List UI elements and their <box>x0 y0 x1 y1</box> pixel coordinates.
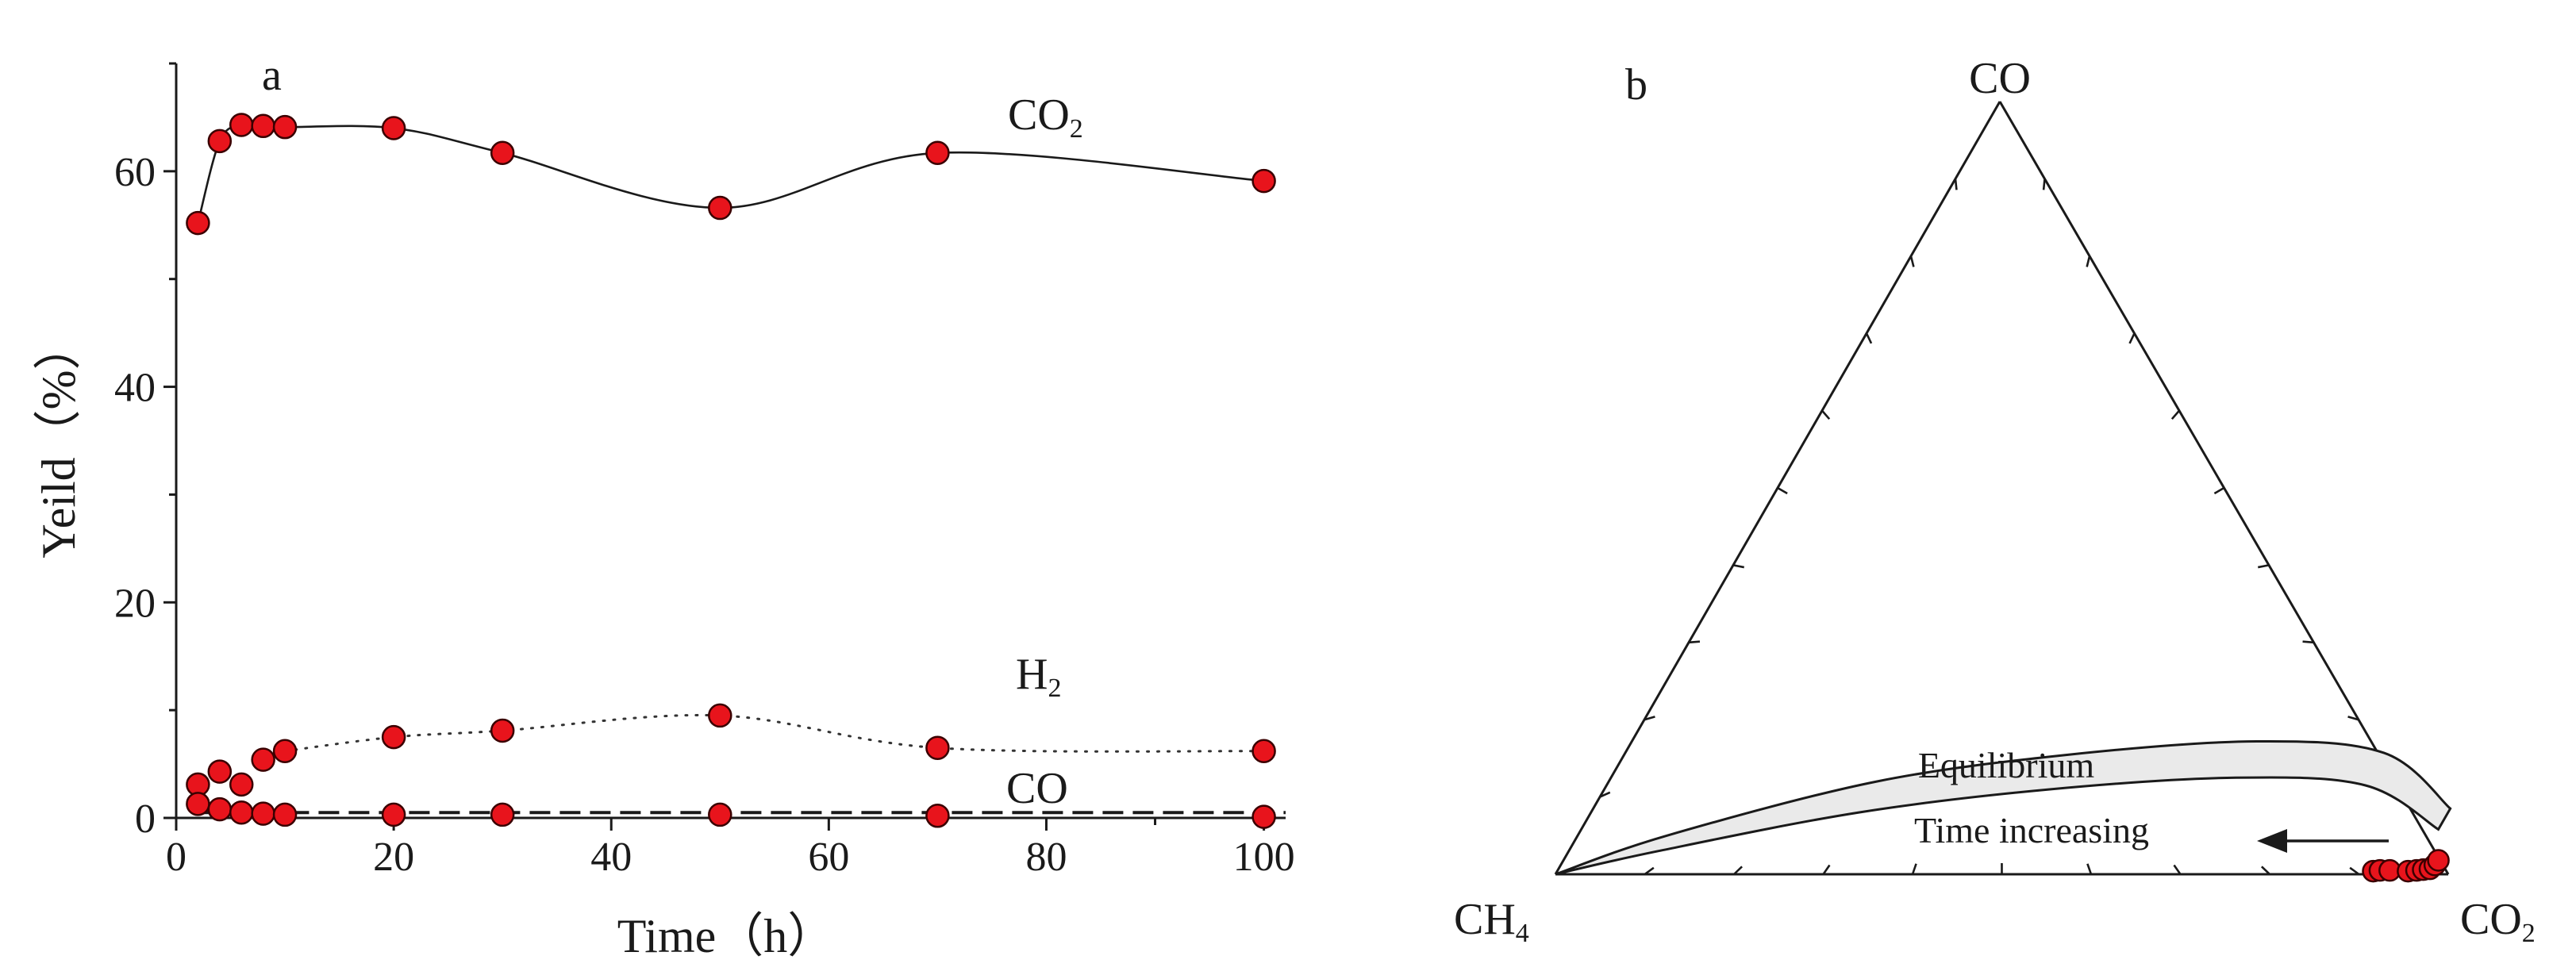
data-point-co2 <box>1251 168 1276 194</box>
ternary-tick <box>1644 716 1655 721</box>
panel-a-x-axis-title: Time（h） <box>617 910 836 962</box>
ternary-tick <box>2347 716 2359 721</box>
data-point-h2 <box>207 759 233 784</box>
data-point-h2 <box>925 735 950 760</box>
time-increasing-arrow <box>2257 829 2389 853</box>
ternary-tick <box>1644 866 1655 876</box>
y-tick-label: 40 <box>114 366 156 411</box>
ternary-tick <box>1777 486 1788 495</box>
data-point-co2 <box>272 114 298 140</box>
data-point-h2 <box>708 703 732 728</box>
x-tick-label: 80 <box>1025 835 1067 880</box>
ternary-tick <box>2302 640 2314 644</box>
ternary-tick <box>2086 255 2091 267</box>
panel-a-line-chart: 0 20 40 60 80 100 0 20 40 60 a Yeild（%） Time（h） C… <box>33 51 1295 962</box>
data-point-h2 <box>490 718 515 743</box>
series-label-co-main: CO <box>1006 764 1068 813</box>
ternary-tick <box>1954 178 1958 190</box>
equilibrium-band-area <box>1555 739 2452 876</box>
ternary-tick <box>1909 255 1915 267</box>
series-label-co2-main: CO <box>1008 90 1070 140</box>
ternary-tick <box>2258 564 2270 569</box>
vertex-label-co2-sub: 2 <box>2522 919 2536 948</box>
panel-b-ternary-diagram: b Equilibrium Time increasing CO CH4 CO2 <box>1454 54 2536 948</box>
ternary-tick <box>2173 864 2182 875</box>
y-tick-label: 0 <box>135 797 156 842</box>
data-point-h2 <box>272 739 298 764</box>
series-label-h2-sub: 2 <box>1048 674 1061 703</box>
data-point-co2 <box>229 113 254 137</box>
y-tick-label: 20 <box>114 581 156 626</box>
data-point-co <box>229 800 254 825</box>
ternary-triangle <box>1554 101 2450 876</box>
vertex-label-ch4: CH4 <box>1454 895 1529 948</box>
panel-a-series-lines <box>197 122 1286 815</box>
series-label-co2: CO2 <box>1008 90 1083 144</box>
equilibrium-label: Equilibrium <box>1918 745 2095 785</box>
panel-a-label: a <box>262 51 282 100</box>
ternary-tick <box>2128 332 2136 344</box>
y-tick-label: 60 <box>114 150 156 195</box>
ternary-tick <box>1911 863 1917 875</box>
ternary-tick <box>1599 791 1611 798</box>
time-increasing-label: Time increasing <box>1914 810 2149 850</box>
data-point-co2 <box>207 129 233 154</box>
ternary-tick <box>1821 409 1831 420</box>
ternary-tick <box>2213 486 2225 495</box>
data-point-co <box>251 801 275 826</box>
ternary-tick <box>1733 866 1743 875</box>
data-point-co <box>186 792 210 816</box>
series-label-h2: H2 <box>1016 650 1061 703</box>
ternary-tick <box>2086 863 2093 875</box>
data-point-co <box>381 802 406 827</box>
series-line-h2 <box>283 713 1266 753</box>
ternary-tick <box>1732 564 1744 569</box>
ternary-tick <box>1688 640 1701 644</box>
x-tick-label: 20 <box>373 835 414 880</box>
x-tick-label: 100 <box>1233 835 1295 880</box>
data-point-co <box>925 804 950 828</box>
ternary-tick <box>2349 866 2360 876</box>
data-point-co <box>272 802 298 827</box>
equilibrium-band <box>1555 739 2452 876</box>
ternary-data-point <box>2427 849 2450 872</box>
panel-a-data-points <box>186 113 1276 829</box>
data-point-h2 <box>229 772 254 797</box>
data-point-co2 <box>251 113 275 139</box>
panel-b-data-points <box>2362 849 2450 883</box>
vertex-label-ch4-sub: 4 <box>1516 919 1529 948</box>
panel-b-label: b <box>1625 60 1647 109</box>
data-point-h2 <box>381 724 406 750</box>
data-point-co <box>1251 804 1276 829</box>
x-tick-label: 40 <box>590 835 632 880</box>
data-point-h2 <box>251 747 275 772</box>
ternary-tick <box>1822 864 1831 875</box>
data-point-co <box>207 797 233 822</box>
data-point-co <box>708 802 732 827</box>
ternary-tick <box>2260 866 2270 875</box>
panel-a-y-axis-title: Yeild（%） <box>33 322 85 558</box>
ternary-tick <box>1865 332 1873 344</box>
series-label-h2-main: H <box>1016 650 1048 699</box>
vertex-label-co2-main: CO <box>2460 895 2522 944</box>
vertex-label-ch4-main: CH <box>1454 895 1516 944</box>
x-tick-label: 60 <box>808 835 849 880</box>
data-point-co2 <box>708 195 732 221</box>
panel-a-ticks: 0 20 40 60 80 100 0 20 40 60 <box>114 62 1295 880</box>
vertex-label-co-main: CO <box>1969 54 2031 103</box>
data-point-co2 <box>381 116 406 140</box>
data-point-co2 <box>490 140 515 166</box>
data-point-h2 <box>1251 739 1276 764</box>
series-label-co: CO <box>1006 764 1068 813</box>
data-point-co2 <box>186 210 210 236</box>
series-label-co2-sub: 2 <box>1070 114 1083 144</box>
ternary-tick <box>2170 409 2180 420</box>
ternary-tick <box>2042 178 2046 190</box>
x-tick-label: 0 <box>166 835 186 880</box>
data-point-co <box>490 802 515 827</box>
vertex-label-co2: CO2 <box>2460 895 2536 948</box>
vertex-label-co: CO <box>1969 54 2031 103</box>
data-point-co2 <box>925 140 950 166</box>
